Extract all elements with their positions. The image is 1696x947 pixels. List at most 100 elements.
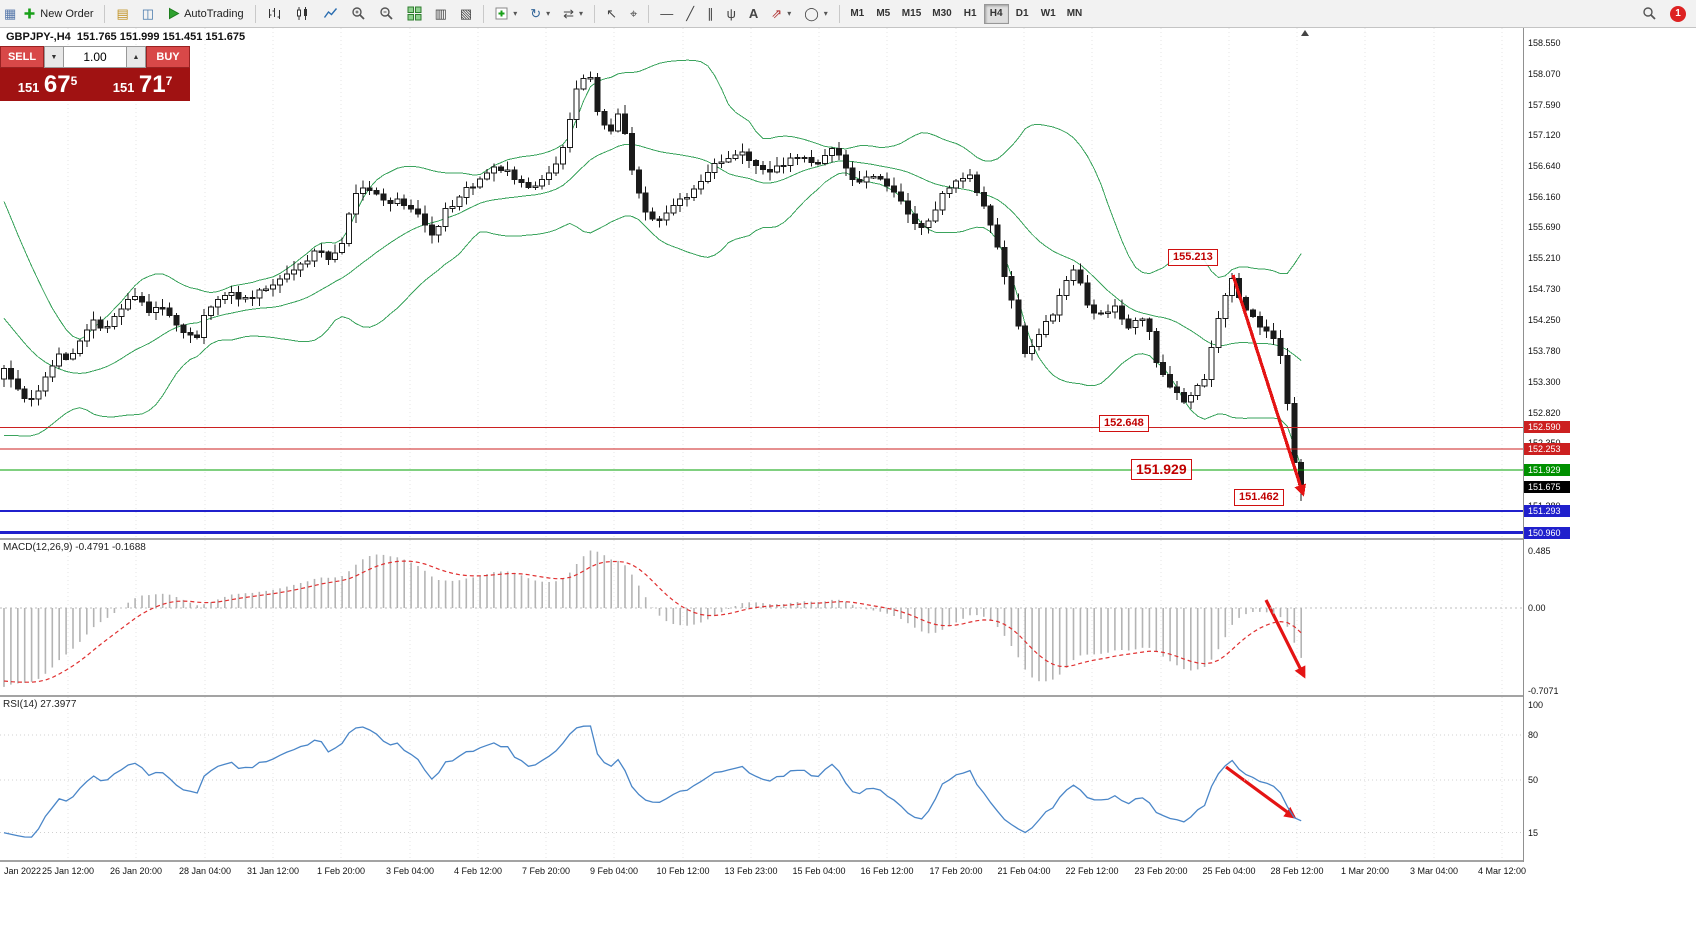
buy-button[interactable]: BUY <box>146 46 190 68</box>
metaeditor-button[interactable]: ▤ <box>110 2 134 25</box>
candlestick-chart-icon <box>296 7 307 20</box>
time-axis[interactable]: Jan 2022 25 Jan 12:00 26 Jan 20:00 28 Jan 0… <box>0 864 1569 880</box>
new-order-label: New Order <box>40 7 94 20</box>
market-watch-button[interactable]: ◫ <box>136 2 160 25</box>
time-axis-label: 28 Feb 12:00 <box>1270 866 1324 876</box>
buy-price-display[interactable]: 151 717 <box>95 71 190 99</box>
panel-separator[interactable] <box>0 538 1569 540</box>
new-chart-button[interactable]: ▾ <box>489 2 523 25</box>
timeframe-m1-button[interactable]: M1 <box>845 4 870 24</box>
text-tool-icon: A <box>748 6 759 21</box>
arrange-windows-button[interactable]: ▥ <box>429 2 453 25</box>
chart-scroll-marker[interactable] <box>1301 30 1309 36</box>
price-axis-label: 152.350 <box>1528 438 1561 448</box>
price-axis-label: 154.730 <box>1528 284 1561 295</box>
price-callout[interactable]: 151.462 <box>1234 489 1284 507</box>
horizontal-line-button[interactable]: — <box>654 2 679 25</box>
chart-shift-icon: ⇄ <box>563 6 575 21</box>
timeframe-m15-button[interactable]: M15 <box>897 4 926 24</box>
crosshair-icon: ⌖ <box>629 6 638 21</box>
macd-axis-label: -0.7071 <box>1528 686 1559 697</box>
tile-windows-button[interactable] <box>401 2 428 25</box>
timeframe-h1-button[interactable]: H1 <box>958 4 983 24</box>
price-axis-tag: 152.590 <box>1524 421 1570 434</box>
panel-separator[interactable] <box>0 860 1569 862</box>
timeframe-m30-button[interactable]: M30 <box>927 4 956 24</box>
macd-panel-canvas[interactable] <box>0 540 1523 695</box>
time-axis-label: 10 Feb 12:00 <box>656 866 710 876</box>
rsi-panel-canvas[interactable] <box>0 697 1523 860</box>
panel-separator[interactable] <box>0 695 1569 697</box>
arrows-tool-icon: ⇗ <box>771 6 783 21</box>
cascade-windows-button[interactable]: ▧ <box>454 2 478 25</box>
timeframe-w1-button[interactable]: W1 <box>1036 4 1061 24</box>
price-axis-tag: 151.293 <box>1524 505 1570 518</box>
time-axis-label: 25 Feb 04:00 <box>1202 866 1256 876</box>
horizontal-line-icon: — <box>660 6 674 21</box>
main-chart-canvas[interactable] <box>0 28 1523 538</box>
volume-increase-button[interactable]: ▲ <box>126 46 146 68</box>
channel-icon: ∥ <box>707 6 714 21</box>
crosshair-button[interactable]: ⌖ <box>624 2 643 25</box>
sell-button[interactable]: SELL <box>0 46 44 68</box>
sell-price-prefix: 151 <box>17 79 40 95</box>
fibonacci-button[interactable]: ψ <box>721 2 742 25</box>
timeframe-d1-button[interactable]: D1 <box>1010 4 1035 24</box>
price-axis-label: 156.160 <box>1528 191 1561 202</box>
zoom-in-button[interactable] <box>345 2 372 25</box>
price-callout[interactable]: 152.648 <box>1099 415 1149 433</box>
timeframe-m5-button[interactable]: M5 <box>871 4 896 24</box>
price-callout[interactable]: 151.929 <box>1131 459 1192 480</box>
new-order-button[interactable]: New Order <box>17 2 99 25</box>
macd-indicator-label: MACD(12,26,9) -0.4791 -0.1688 <box>3 542 146 553</box>
buy-price-pip: 7 <box>165 73 173 88</box>
quote-display: 151 675 151 717 <box>0 68 190 101</box>
timeframe-mn-button[interactable]: MN <box>1062 4 1088 24</box>
volume-input[interactable] <box>64 46 126 68</box>
price-axis-label: 152.820 <box>1528 407 1561 418</box>
cursor-button[interactable]: ↖ <box>600 2 623 25</box>
toolbar-separator <box>648 4 650 23</box>
price-axis-label: 156.640 <box>1528 160 1561 171</box>
price-axis[interactable]: 158.550 158.070 157.590 157.120 156.640 156.1… <box>1523 28 1570 862</box>
zoom-out-button[interactable] <box>373 2 400 25</box>
one-click-controls: SELL ▼ ▲ BUY <box>0 46 190 68</box>
notification-badge[interactable]: 1 <box>1670 5 1686 22</box>
line-chart-button[interactable] <box>317 2 344 25</box>
candlestick-chart-button[interactable] <box>289 2 316 25</box>
price-axis-label: 155.210 <box>1528 253 1561 264</box>
toolbar: ▦ New Order ▤ ◫ AutoTrading ▥ <box>0 0 1696 28</box>
time-axis-label: 4 Mar 12:00 <box>1477 866 1527 876</box>
channel-button[interactable]: ∥ <box>701 2 720 25</box>
chart-title: GBPJPY-,H4 151.765 151.999 151.451 151.6… <box>6 31 246 43</box>
cascade-windows-icon: ▧ <box>459 6 473 21</box>
search-icon <box>1643 7 1656 20</box>
price-axis-label: 158.550 <box>1528 37 1561 48</box>
zoom-out-icon <box>379 7 393 20</box>
time-axis-label: 31 Jan 12:00 <box>246 866 300 876</box>
rsi-axis-label: 15 <box>1528 827 1539 838</box>
text-tool-button[interactable]: A <box>743 2 764 25</box>
search-button[interactable] <box>1636 2 1663 25</box>
cycle-charts-button[interactable]: ↻ ▾ <box>524 2 556 25</box>
autotrading-button[interactable]: AutoTrading <box>161 2 250 25</box>
chart-shift-button[interactable]: ⇄ ▾ <box>557 2 589 25</box>
price-axis-label: 155.690 <box>1528 222 1561 233</box>
toolbar-separator <box>838 4 840 23</box>
toolbar-separator <box>104 4 106 23</box>
time-axis-label: 3 Mar 04:00 <box>1409 866 1459 876</box>
caret-icon: ▾ <box>823 9 828 18</box>
macd-axis-label: 0.485 <box>1528 545 1551 556</box>
trendline-button[interactable]: ╱ <box>680 2 700 25</box>
price-axis-tag: 151.929 <box>1524 464 1570 477</box>
shapes-tool-button[interactable]: ◯ ▾ <box>798 2 834 25</box>
volume-decrease-button[interactable]: ▼ <box>44 46 64 68</box>
bar-chart-button[interactable] <box>261 2 288 25</box>
time-axis-label: 13 Feb 23:00 <box>724 866 778 876</box>
line-chart-icon <box>323 8 337 18</box>
arrows-tool-button[interactable]: ⇗ ▾ <box>765 2 797 25</box>
timeframe-h4-button[interactable]: H4 <box>983 3 1009 24</box>
price-callout[interactable]: 155.213 <box>1168 249 1218 267</box>
sell-price-main: 67 <box>43 70 71 98</box>
sell-price-display[interactable]: 151 675 <box>0 71 95 99</box>
